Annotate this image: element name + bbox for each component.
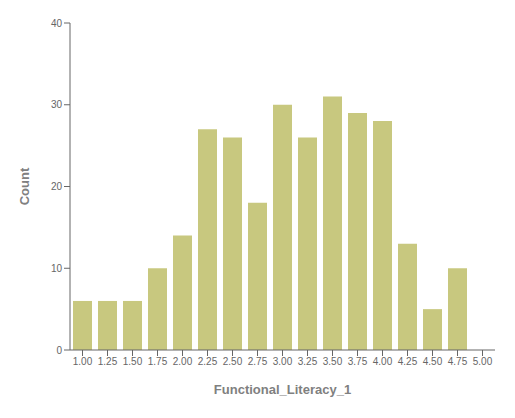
- svg-text:4.25: 4.25: [398, 356, 418, 367]
- svg-text:2.50: 2.50: [223, 356, 243, 367]
- svg-text:4.50: 4.50: [423, 356, 443, 367]
- svg-text:Count: Count: [17, 167, 32, 205]
- svg-text:1.75: 1.75: [148, 356, 168, 367]
- svg-text:4.00: 4.00: [373, 356, 393, 367]
- svg-text:3.00: 3.00: [273, 356, 293, 367]
- svg-text:40: 40: [51, 18, 63, 29]
- svg-text:30: 30: [51, 99, 63, 110]
- svg-text:1.50: 1.50: [123, 356, 143, 367]
- svg-text:2.00: 2.00: [173, 356, 193, 367]
- svg-text:Functional_Literacy_1: Functional_Literacy_1: [214, 382, 351, 397]
- svg-text:20: 20: [51, 181, 63, 192]
- svg-text:5.00: 5.00: [473, 356, 493, 367]
- svg-text:3.25: 3.25: [298, 356, 318, 367]
- svg-text:2.75: 2.75: [248, 356, 268, 367]
- svg-text:10: 10: [51, 263, 63, 274]
- svg-text:4.75: 4.75: [448, 356, 468, 367]
- svg-text:3.50: 3.50: [323, 356, 343, 367]
- svg-text:1.25: 1.25: [98, 356, 118, 367]
- svg-text:2.25: 2.25: [198, 356, 218, 367]
- svg-text:1.00: 1.00: [73, 356, 93, 367]
- svg-text:0: 0: [56, 345, 62, 356]
- svg-text:3.75: 3.75: [348, 356, 368, 367]
